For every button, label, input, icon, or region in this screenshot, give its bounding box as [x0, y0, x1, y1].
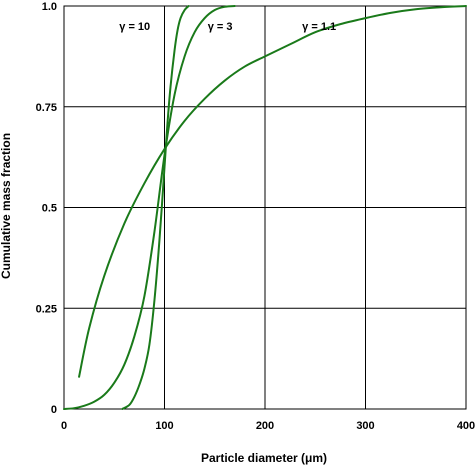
curve-label-1: γ = 10: [119, 21, 150, 33]
curve-label-3: γ = 1.1: [302, 21, 336, 33]
x-tick-label: 200: [256, 420, 274, 432]
x-tick-label: 400: [457, 420, 475, 432]
y-tick-labels: 0 0.25 0.5 0.75 1.0: [36, 1, 57, 416]
series-line-3: [121, 5, 190, 410]
curve-label-2: γ = 3: [208, 21, 233, 33]
x-tick-label: 100: [155, 420, 173, 432]
y-tick-label: 0.25: [36, 303, 57, 315]
series-layer: [63, 5, 467, 410]
plot-frame: [63, 5, 467, 410]
x-axis-label: Particle diameter (μm): [201, 451, 327, 465]
y-tick-label: 0.5: [42, 203, 57, 215]
series-line-1: [78, 5, 467, 378]
annotation-layer: γ = 10 γ = 3 γ = 1.1: [119, 21, 336, 33]
y-tick-label: 0: [51, 404, 57, 416]
y-tick-label: 0.75: [36, 102, 57, 114]
grid: [63, 5, 467, 410]
series-line-2: [63, 5, 236, 410]
y-axis-label: Cumulative mass fraction: [0, 133, 13, 279]
x-tick-label: 0: [61, 420, 67, 432]
x-tick-labels: 0 100 200 300 400: [61, 420, 475, 432]
y-tick-label: 1.0: [42, 1, 57, 13]
x-tick-label: 300: [356, 420, 374, 432]
